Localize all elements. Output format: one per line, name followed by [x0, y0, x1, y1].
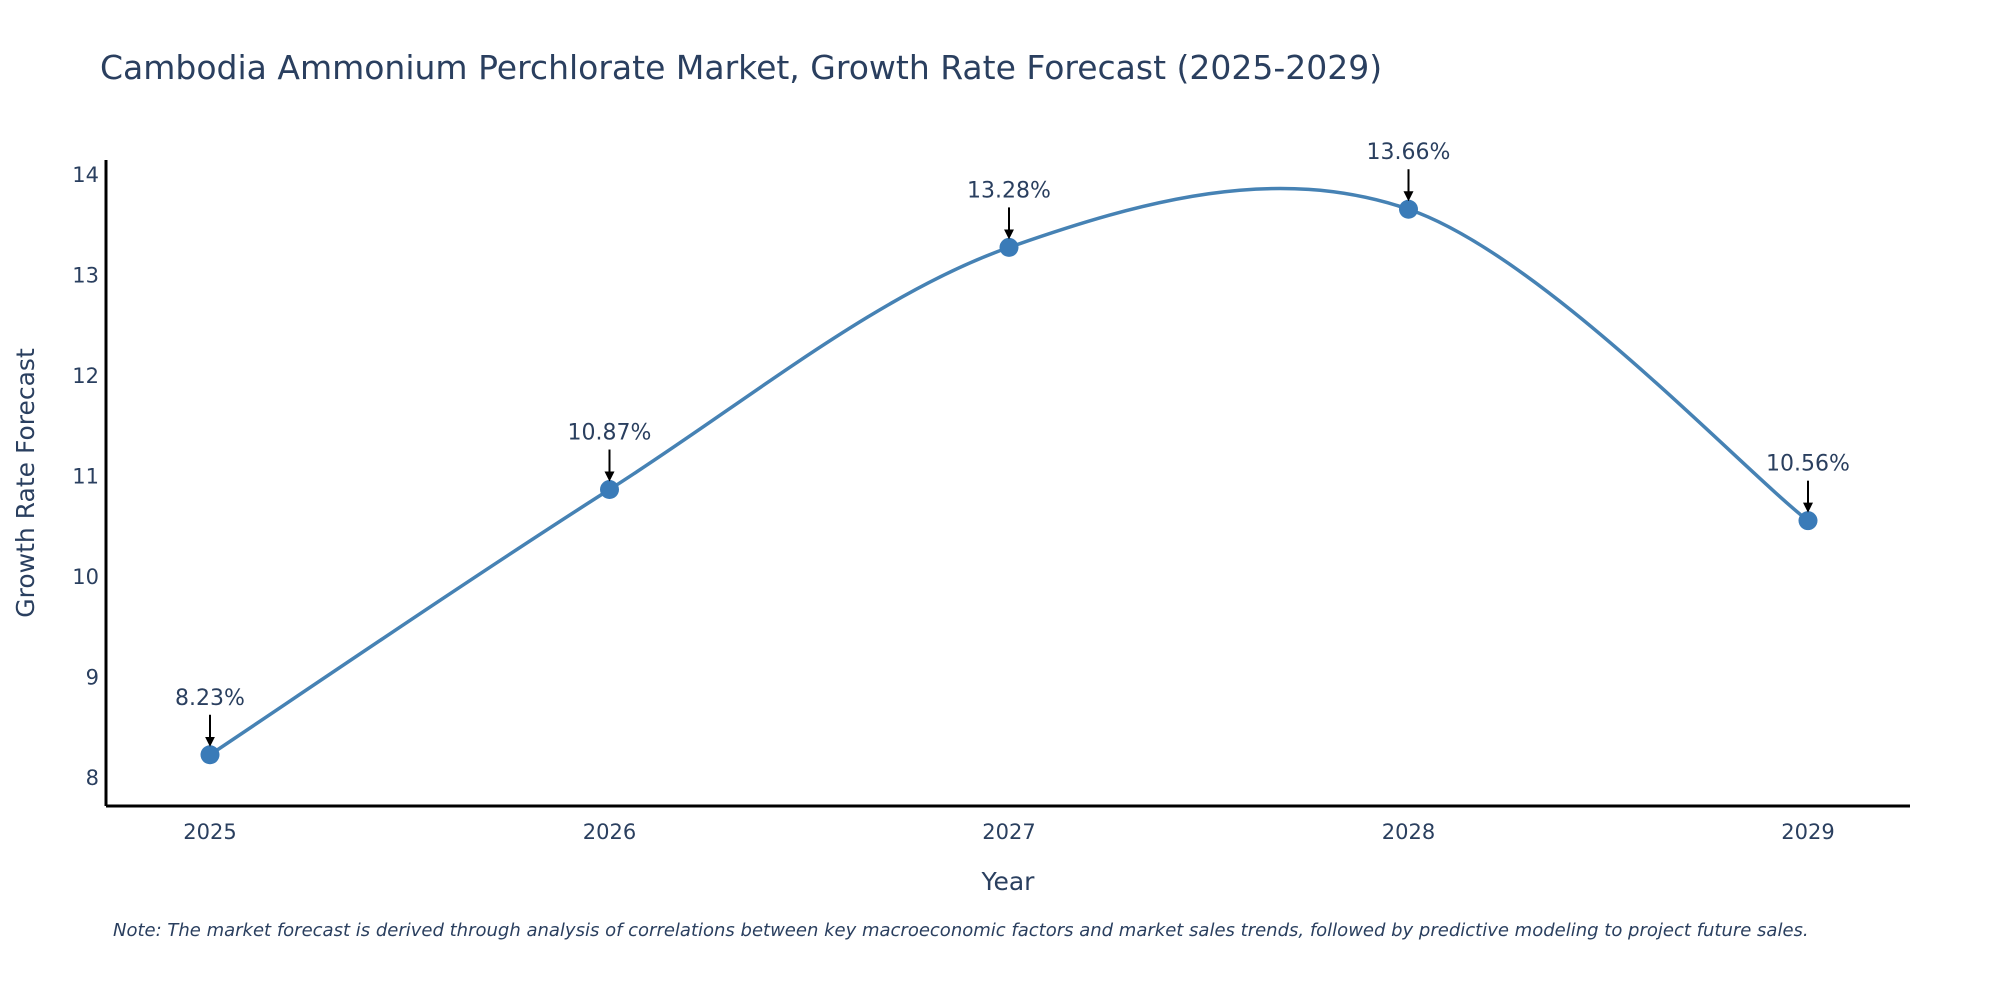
x-tick-label: 2027	[982, 820, 1035, 844]
x-tick-label: 2029	[1781, 820, 1834, 844]
y-tick-label: 8	[86, 766, 99, 790]
data-label: 8.23%	[175, 686, 245, 711]
data-point	[1399, 199, 1418, 219]
data-label: 10.87%	[568, 421, 652, 446]
data-point	[600, 480, 619, 500]
axes	[104, 160, 1910, 808]
y-tick-label: 13	[72, 264, 99, 288]
data-label: 13.66%	[1367, 140, 1451, 165]
x-axis-title: Year	[981, 867, 1036, 896]
forecast-note: Note: The market forecast is derived thr…	[113, 920, 1809, 941]
y-tick-label: 12	[72, 364, 99, 388]
data-point	[1798, 511, 1818, 531]
y-tick-label: 11	[72, 464, 99, 488]
chart-title: Cambodia Ammonium Perchlorate Market, Gr…	[100, 48, 1383, 87]
data-label: 13.28%	[967, 178, 1051, 203]
series-line	[209, 186, 1810, 757]
data-point	[999, 237, 1019, 257]
y-axis-title: Growth Rate Forecast	[11, 348, 40, 618]
data-label: 10.56%	[1766, 452, 1850, 477]
y-tick-label: 14	[72, 163, 99, 187]
x-tick-label: 2026	[583, 820, 636, 844]
x-tick-label: 2025	[183, 820, 236, 844]
data-annotations: 8.23% 10.87% 13.28% 13.66% 10.56%	[175, 140, 1850, 747]
y-axis-ticks: 8 9 10 11 12 13 14	[72, 163, 99, 790]
data-point	[200, 745, 220, 765]
y-tick-label: 9	[86, 665, 99, 689]
y-tick-label: 10	[72, 565, 99, 589]
x-axis-ticks: 2025 2026 2027 2028 2029	[183, 820, 1834, 844]
data-markers	[200, 199, 1818, 765]
x-tick-label: 2028	[1382, 820, 1435, 844]
